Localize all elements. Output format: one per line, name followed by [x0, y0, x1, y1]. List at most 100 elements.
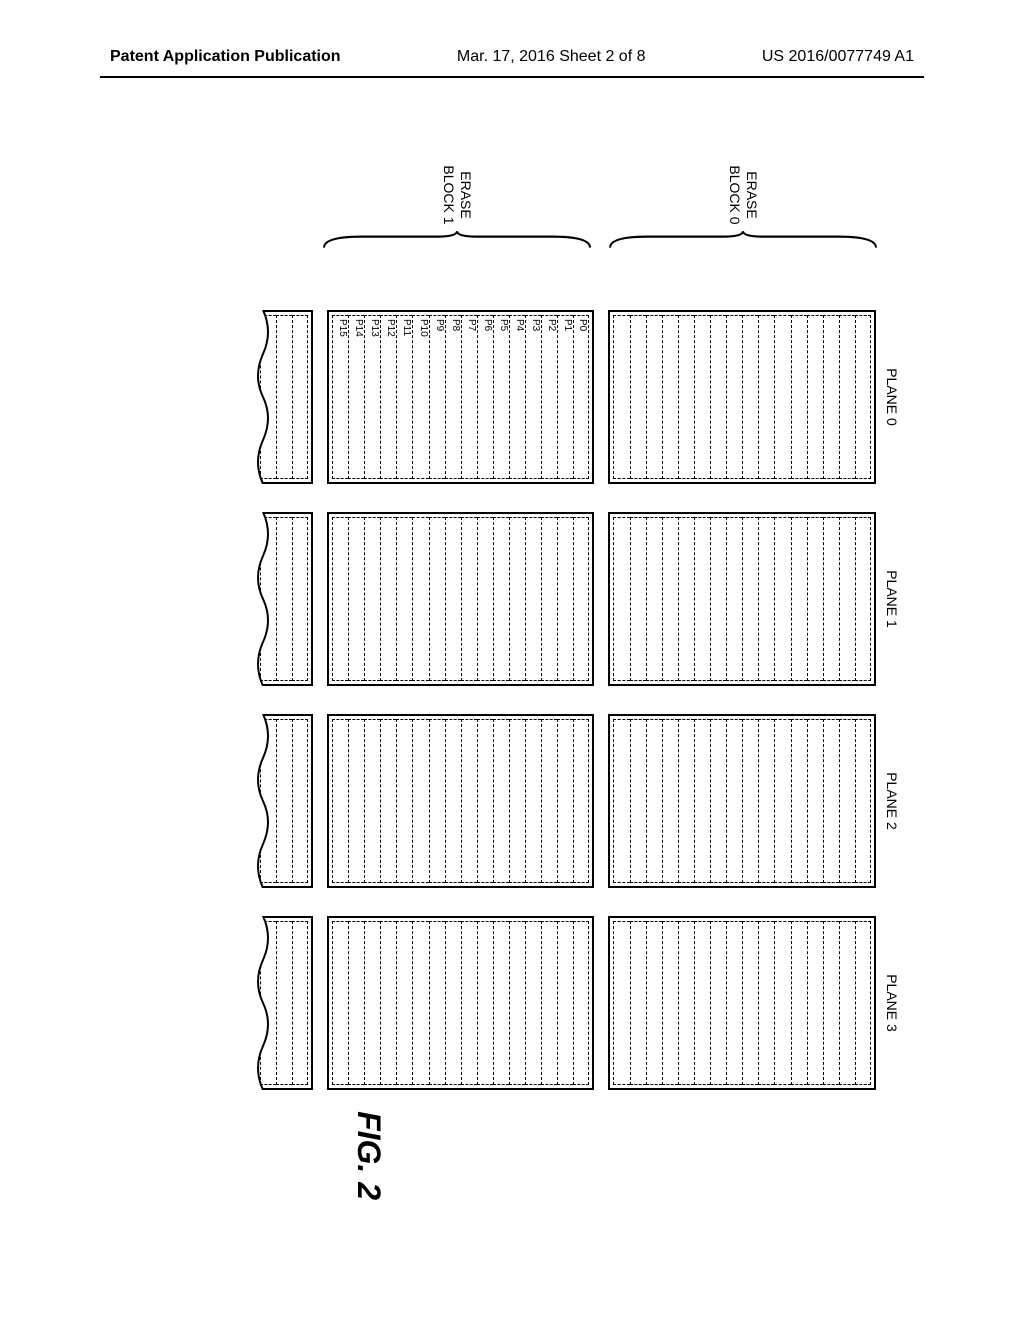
page-row — [525, 517, 541, 681]
page-row: P0 — [573, 315, 589, 479]
page-row — [678, 517, 694, 681]
page-row: P14 — [348, 315, 364, 479]
page-row — [396, 921, 412, 1085]
page-label: P1 — [562, 319, 572, 331]
page-row — [758, 517, 774, 681]
page-row — [525, 719, 541, 883]
page-row: P8 — [445, 315, 461, 479]
figure-caption: FIG. 2 — [350, 1111, 387, 1200]
page-row: P5 — [493, 315, 509, 479]
page-row — [541, 517, 557, 681]
page-row — [807, 921, 823, 1085]
page-row — [509, 719, 525, 883]
page-label: P0 — [578, 319, 588, 331]
page-row — [726, 719, 742, 883]
page-row — [774, 517, 790, 681]
page-row — [839, 719, 855, 883]
page-label: P15 — [337, 319, 347, 337]
page-row — [477, 517, 493, 681]
page-row — [477, 921, 493, 1085]
blocks-container — [257, 714, 876, 888]
page-row — [614, 719, 630, 883]
page-label: P7 — [466, 319, 476, 331]
erase-block-0-text: ERASE BLOCK 0 — [726, 160, 760, 230]
page-row — [823, 719, 839, 883]
page-row — [276, 517, 292, 681]
page-row — [694, 315, 710, 479]
page-row — [412, 921, 428, 1085]
page-row — [412, 517, 428, 681]
page-label: P8 — [450, 319, 460, 331]
blocks-container — [257, 916, 876, 1090]
blocks-container — [257, 512, 876, 686]
page-row — [380, 719, 396, 883]
page-label: P13 — [369, 319, 379, 337]
page-row — [276, 315, 292, 479]
page-label: P3 — [530, 319, 540, 331]
page-row — [791, 719, 807, 883]
page-label: P9 — [434, 319, 444, 331]
erase-block — [609, 916, 877, 1090]
page-row — [855, 517, 871, 681]
page-row — [461, 517, 477, 681]
page-row: P1 — [557, 315, 573, 479]
page-row — [678, 921, 694, 1085]
page-row — [509, 517, 525, 681]
erase-block — [609, 310, 877, 484]
page-row — [678, 315, 694, 479]
page-row — [774, 315, 790, 479]
page-row — [630, 315, 646, 479]
page-row — [614, 517, 630, 681]
header-middle: Mar. 17, 2016 Sheet 2 of 8 — [457, 48, 646, 66]
plane: PLANE 2 — [130, 714, 900, 888]
page-row — [477, 719, 493, 883]
erase-block — [327, 916, 595, 1090]
page-row: P7 — [461, 315, 477, 479]
page-row — [726, 517, 742, 681]
page-row — [678, 719, 694, 883]
page-label: P12 — [385, 319, 395, 337]
erase-block-continuation — [257, 310, 313, 484]
page-row: P10 — [412, 315, 428, 479]
page-row — [445, 921, 461, 1085]
page-row — [364, 517, 380, 681]
erase-block — [609, 512, 877, 686]
plane-label: PLANE 0 — [882, 310, 900, 484]
page-row — [823, 517, 839, 681]
page-row — [646, 921, 662, 1085]
page-row — [630, 517, 646, 681]
page-row — [758, 719, 774, 883]
page-row — [662, 719, 678, 883]
page-label: P14 — [353, 319, 363, 337]
page-row — [525, 921, 541, 1085]
page-row — [807, 315, 823, 479]
page-row — [694, 921, 710, 1085]
page-label: P11 — [401, 319, 411, 336]
page-row — [710, 315, 726, 479]
page-row — [614, 921, 630, 1085]
page-row — [332, 517, 348, 681]
page-row — [855, 719, 871, 883]
page-row — [791, 921, 807, 1085]
page-row — [348, 517, 364, 681]
page-row — [292, 921, 308, 1085]
plane-label: PLANE 2 — [882, 714, 900, 888]
page-row: P3 — [525, 315, 541, 479]
page-row — [726, 315, 742, 479]
page-row — [332, 719, 348, 883]
page-row — [573, 719, 589, 883]
page-row — [694, 517, 710, 681]
page-row — [573, 517, 589, 681]
page-row — [807, 517, 823, 681]
page-header: Patent Application Publication Mar. 17, … — [0, 48, 1024, 66]
page-row: P11 — [396, 315, 412, 479]
page-row — [774, 719, 790, 883]
erase-block-continuation — [257, 916, 313, 1090]
page-row — [493, 517, 509, 681]
figure-2: ERASE BLOCK 0 ERASE BLOCK 1 PLANE 0P0P1P… — [130, 160, 900, 1160]
wavy-cut-icon — [256, 916, 270, 1090]
page-row — [839, 517, 855, 681]
page-row — [646, 315, 662, 479]
page-row — [694, 719, 710, 883]
page-label: P4 — [514, 319, 524, 331]
